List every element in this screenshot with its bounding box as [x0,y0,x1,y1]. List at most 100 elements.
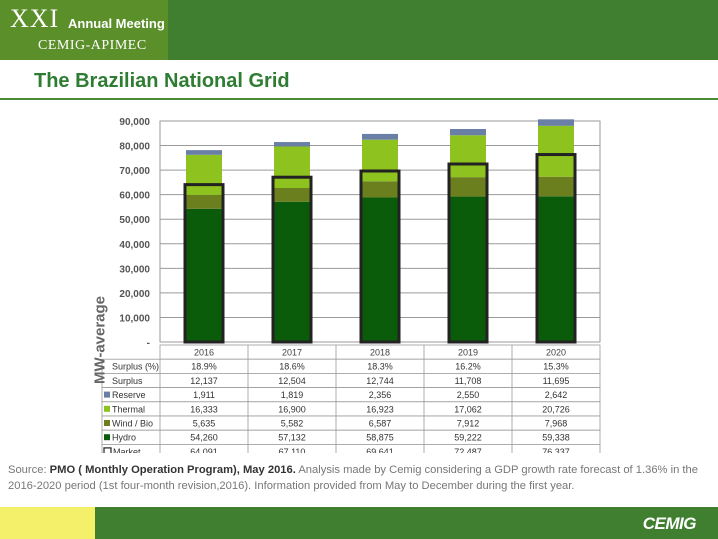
chart-area: MW-average - 10,000 20,000 30,000 40,000 50,0… [0,108,718,459]
table-cell: 2,356 [369,390,392,400]
bar-segment-hydro [538,196,574,342]
legend-swatch [104,434,110,441]
table-cell: 18.3% [367,362,393,372]
table-cell: 18.9% [191,362,217,372]
y-tick-label: 50,000 [119,215,150,226]
market-outline [271,175,313,344]
category-label: 2017 [282,348,302,358]
table-row [101,415,601,431]
table-cell: 69,641 [366,447,394,453]
row-label: Wind / Bio [112,419,153,429]
y-tick-label: 90,000 [119,117,150,128]
table-cell: 57,132 [278,433,306,443]
market-outline [447,162,489,344]
table-row [101,358,601,374]
bar-segment-reserve [362,133,398,140]
table-row [101,372,601,388]
y-tick-label: 70,000 [119,166,150,177]
table-cell: 1,911 [193,390,215,400]
bar-segment-reserve [450,128,486,136]
y-tick-label: - [147,338,150,349]
bar-segment-reserve [186,150,222,155]
table-cell: 2,642 [545,390,568,400]
table-cell: 17,062 [454,404,482,414]
table-cell: 64,091 [190,447,218,453]
bar-segment-hydro [186,208,222,342]
table-cell: 16,923 [366,404,394,414]
row-label: Hydro [112,433,136,443]
source-rest: Analysis made by Cemig considering a GDP… [8,464,698,493]
category-label: 2018 [370,348,390,358]
table-cell: 7,968 [545,419,568,429]
table-cell: 12,504 [278,376,306,386]
table-cell: 72,487 [454,447,482,453]
header-band: XXI Annual Meeting CEMIG-APIMEC [0,0,718,60]
header-accent [0,0,168,60]
table-cell: 2,550 [457,390,480,400]
table-cell: 20,726 [542,404,570,414]
category-label: 2016 [194,348,214,358]
table-cell: 76,337 [542,447,570,453]
bar-segment-wind-bio [186,194,222,209]
table-cell: 7,912 [457,419,480,429]
bar-segment-reserve [538,119,574,126]
source-prefix: Source: [8,464,50,476]
legend-swatch [104,391,110,398]
row-label: Surplus (%) [112,362,159,372]
y-tick-label: 40,000 [119,240,150,251]
source-bold: PMO ( Monthly Operation Program), May 20… [49,464,296,476]
table-cell: 11,695 [543,376,570,386]
table-cell: 12,744 [366,376,394,386]
y-axis-label: MW-average [91,295,109,385]
page-title: The Brazilian National Grid [34,70,290,92]
table-cell: 58,875 [366,433,394,443]
legend-swatch-market [103,447,112,456]
meeting-number: XXI [10,4,60,33]
table-cell: 54,260 [190,433,218,443]
table-row [101,443,601,459]
bar-segment-wind-bio [362,181,398,198]
row-label: Market [113,447,141,453]
y-tick-label: 30,000 [119,264,150,275]
stacked-bar-chart: - 10,000 20,000 30,000 40,000 50,000 60,000 70,… [101,117,601,459]
row-label: Reserve [112,390,146,400]
table-cell: 6,587 [369,419,392,429]
category-label: 2020 [546,348,566,358]
bar-segment-hydro [274,201,310,342]
table-row [101,429,601,445]
bar-segment-thermal [450,135,486,178]
footer-band: CEMIG [0,507,718,539]
table-cell: 16.2% [455,362,481,372]
table-cell: 67,110 [279,447,306,453]
bar-segment-thermal [274,146,310,189]
legend-swatch [104,420,110,426]
company-logo: CEMIG [642,514,697,533]
row-label: Thermal [112,404,145,414]
table-cell: 5,582 [281,419,304,429]
bar-segment-thermal [538,125,574,177]
footer-accent [0,507,95,539]
table-row [101,387,601,403]
table-cell: 16,333 [190,404,218,414]
bar-segment-thermal [362,139,398,182]
title-divider [0,98,718,100]
table-cell: 5,635 [193,419,216,429]
table-cell: 18.6% [279,362,305,372]
bar-segment-reserve [274,142,310,147]
category-label: 2019 [458,348,478,358]
table-cell: 16,900 [278,404,306,414]
table-cell: 1,819 [281,390,304,400]
market-outline [359,169,401,344]
market-outline [535,153,577,344]
bar-segment-wind-bio [450,177,486,197]
legend-swatch [104,405,110,412]
bar-segment-hydro [362,197,398,342]
bar-segment-wind-bio [274,188,310,202]
table-cell: 11,708 [455,376,482,386]
y-tick-label: 20,000 [119,289,150,300]
row-label: Surplus [112,376,143,386]
bar-segment-thermal [186,154,222,195]
table-cell: 12,137 [190,376,218,386]
table-cell: 59,338 [542,433,570,443]
bar-segment-wind-bio [538,176,574,197]
